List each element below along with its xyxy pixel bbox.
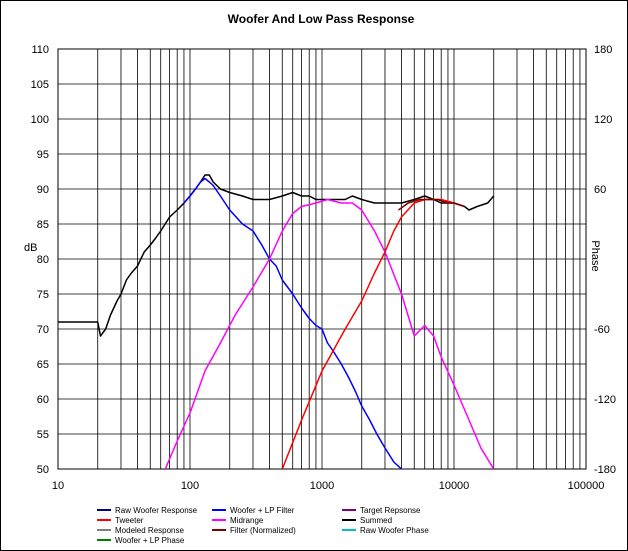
y-tick-label: 65 <box>37 359 49 371</box>
y2-axis-label: Phase <box>589 240 601 271</box>
legend-label-target-repsonse: Target Repsonse <box>360 506 421 515</box>
legend-label-tweeter: Tweeter <box>115 516 144 525</box>
y-tick-label: 100 <box>31 114 49 126</box>
y2-tick-label: -180 <box>594 464 616 476</box>
y-tick-label: 90 <box>37 184 49 196</box>
legend-label-summed: Summed <box>360 516 392 525</box>
legend-label-modeled-response: Modeled Response <box>115 526 184 535</box>
y-tick-label: 70 <box>37 324 49 336</box>
legend-label-raw-woofer-phase: Raw Woofer Phase <box>360 526 429 535</box>
y-tick-label: 50 <box>37 464 49 476</box>
legend-label-midrange: Midrange <box>230 516 264 525</box>
x-tick-label: 100 <box>181 480 199 492</box>
y2-tick-label: -120 <box>594 394 616 406</box>
chart-title: Woofer And Low Pass Response <box>228 12 415 26</box>
series-line-midrange <box>164 198 495 469</box>
legend-label-woofer-lp-filter: Woofer + LP Filter <box>230 506 295 515</box>
y-tick-label: 55 <box>37 429 49 441</box>
x-tick-label: 10000 <box>439 480 470 492</box>
y-axis-label: dB <box>24 242 37 254</box>
x-tick-label: 1000 <box>310 480 334 492</box>
plot-border <box>57 48 587 470</box>
plot-area: 50 55 60 65 70 75 80 85 90 95 100 105 110 180 120 60 -60… <box>31 44 616 492</box>
legend-label-filter-normalized: Filter (Normalized) <box>230 526 296 535</box>
legend-label-raw-woofer-response: Raw Woofer Response <box>115 506 198 515</box>
x-tick-label: 10 <box>52 480 64 492</box>
y-tick-label: 60 <box>37 394 49 406</box>
series-line-woofer-lp-filter <box>183 177 403 469</box>
series-line-filter-normalized <box>398 198 465 211</box>
y2-tick-label: 180 <box>594 44 612 56</box>
y-tick-label: 95 <box>37 149 49 161</box>
series-group <box>58 174 495 469</box>
y-tick-label: 105 <box>31 79 49 91</box>
y-tick-label: 75 <box>37 289 49 301</box>
y2-tick-label: 120 <box>594 114 612 126</box>
x-tick-label: 100000 <box>568 480 605 492</box>
series-line-summed <box>58 174 495 337</box>
y-tick-label: 85 <box>37 219 49 231</box>
y2-tick-label: 60 <box>594 184 606 196</box>
legend: Raw Woofer Response Woofer + LP Filter Tar… <box>97 506 429 545</box>
y-tick-label: 80 <box>37 254 49 266</box>
y-tick-label: 110 <box>31 44 49 56</box>
y2-tick-label: -60 <box>594 324 610 336</box>
legend-label-woofer-lp-phase: Woofer + LP Phase <box>115 536 185 545</box>
